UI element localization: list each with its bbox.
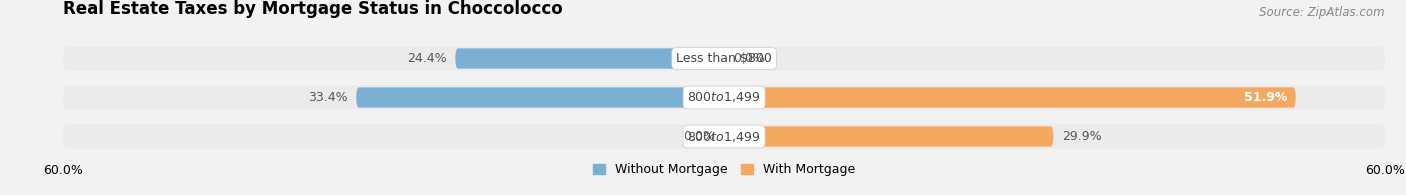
Text: $800 to $1,499: $800 to $1,499 [688, 129, 761, 144]
FancyBboxPatch shape [63, 124, 1385, 149]
FancyBboxPatch shape [721, 126, 724, 147]
Text: 33.4%: 33.4% [308, 91, 347, 104]
Text: $800 to $1,499: $800 to $1,499 [688, 90, 761, 105]
FancyBboxPatch shape [724, 126, 1053, 147]
Text: 0.0%: 0.0% [683, 130, 716, 143]
FancyBboxPatch shape [456, 48, 724, 69]
FancyBboxPatch shape [724, 87, 1296, 108]
FancyBboxPatch shape [63, 85, 1385, 110]
Text: 51.9%: 51.9% [1243, 91, 1286, 104]
FancyBboxPatch shape [724, 48, 727, 69]
Text: Source: ZipAtlas.com: Source: ZipAtlas.com [1260, 6, 1385, 19]
Text: 29.9%: 29.9% [1062, 130, 1102, 143]
FancyBboxPatch shape [63, 46, 1385, 71]
Legend: Without Mortgage, With Mortgage: Without Mortgage, With Mortgage [593, 163, 855, 176]
Text: 0.0%: 0.0% [733, 52, 765, 65]
Text: 24.4%: 24.4% [406, 52, 447, 65]
Text: Real Estate Taxes by Mortgage Status in Choccolocco: Real Estate Taxes by Mortgage Status in … [63, 0, 562, 18]
Text: Less than $800: Less than $800 [676, 52, 772, 65]
FancyBboxPatch shape [356, 87, 724, 108]
